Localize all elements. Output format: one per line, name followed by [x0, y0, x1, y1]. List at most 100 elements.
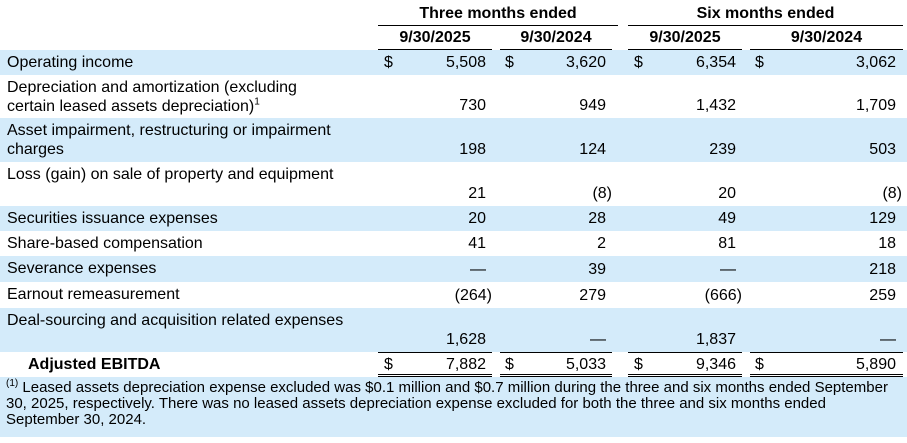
row-label: Adjusted EBITDA	[28, 355, 368, 374]
cell-value: 1,709	[855, 97, 896, 114]
footnote: (1) Leased assets depreciation expense e…	[0, 377, 907, 437]
cell-value: 129	[869, 210, 896, 227]
currency-sign: $	[755, 54, 764, 71]
cell-value: 239	[709, 141, 736, 158]
cell-value: 3,062	[855, 54, 896, 71]
footnote-marker: (1)	[6, 378, 19, 389]
group-header: Three months ended	[378, 3, 618, 26]
row-label-text: Severance expenses	[7, 260, 157, 277]
cell-value: 20	[468, 210, 486, 227]
cell-value: 218	[869, 261, 896, 278]
cell-value: 503	[869, 141, 896, 158]
double-rule	[500, 374, 612, 375]
cell-value: 198	[459, 141, 486, 158]
table-row: Severance expenses — 39 — 218	[0, 256, 907, 282]
table-row: Depreciation and amortization (excluding…	[0, 75, 907, 118]
cell-value: —	[720, 261, 736, 278]
table-row: Loss (gain) on sale of property and equi…	[0, 162, 907, 206]
currency-sign: $	[634, 54, 643, 71]
currency-sign: $	[505, 54, 514, 71]
cell-value: 2	[597, 235, 606, 252]
table-row: Deal-sourcing and acquisition related ex…	[0, 308, 907, 352]
cell-value: 49	[718, 210, 736, 227]
row-label-text: Share-based compensation	[7, 235, 203, 252]
currency-sign: $	[384, 54, 393, 71]
cell-value: (8)	[592, 185, 612, 202]
currency-sign: $	[755, 356, 764, 373]
total-rule	[750, 352, 903, 353]
row-label-text: Earnout remeasurement	[7, 286, 180, 303]
row-label: Operating income	[7, 53, 347, 72]
double-rule	[628, 374, 742, 375]
cell-value: 5,890	[855, 356, 896, 373]
double-rule	[750, 374, 903, 375]
cell-value: —	[470, 261, 486, 278]
row-label-text: Loss (gain) on sale of property and equi…	[7, 166, 334, 183]
cell-value: 279	[579, 287, 606, 304]
cell-value: 730	[459, 97, 486, 114]
cell-value: 20	[718, 185, 736, 202]
cell-value: 3,620	[565, 54, 606, 71]
row-label-text: Depreciation and amortization (excluding…	[7, 79, 297, 115]
row-label-text: Adjusted EBITDA	[28, 356, 161, 373]
cell-value: (666)	[704, 287, 742, 304]
currency-sign: $	[384, 356, 393, 373]
row-label-text: Operating income	[7, 54, 134, 71]
cell-value: 5,033	[565, 356, 606, 373]
cell-value: 259	[869, 287, 896, 304]
cell-value: (8)	[882, 185, 902, 202]
cell-value: 9,346	[695, 356, 736, 373]
cell-value: 81	[718, 235, 736, 252]
double-rule	[378, 374, 492, 375]
table-row: Share-based compensation 41 2 81 18	[0, 231, 907, 256]
cell-value: 1,837	[695, 331, 736, 348]
row-label: Asset impairment, restructuring or impai…	[7, 121, 347, 159]
date-header: 9/30/2025	[628, 27, 742, 50]
table-row: Operating income 5,508 $3,620 $6,354 $3,062 $	[0, 50, 907, 75]
footnote-text: Leased assets depreciation expense exclu…	[6, 379, 888, 428]
footnote-body: (1) Leased assets depreciation expense e…	[0, 377, 907, 428]
row-label: Severance expenses	[7, 259, 347, 278]
cell-value: 6,354	[695, 54, 736, 71]
table-row: Securities issuance expenses 20 28 49 129	[0, 206, 907, 231]
double-rule	[628, 376, 742, 377]
date-header: 9/30/2024	[750, 27, 903, 50]
row-label: Securities issuance expenses	[7, 209, 347, 228]
row-label-text: Securities issuance expenses	[7, 210, 218, 227]
footnote-ref: 1	[254, 96, 260, 108]
total-rule	[500, 352, 612, 353]
group-header: Six months ended	[628, 3, 903, 26]
row-label: Deal-sourcing and acquisition related ex…	[7, 311, 347, 330]
row-label: Loss (gain) on sale of property and equi…	[7, 165, 347, 184]
total-rule	[628, 352, 742, 353]
cell-value: 124	[579, 141, 606, 158]
table-row: Asset impairment, restructuring or impai…	[0, 118, 907, 162]
cell-value: 949	[579, 97, 606, 114]
date-header: 9/30/2025	[378, 27, 492, 50]
cell-value: 41	[468, 235, 486, 252]
table-row: Adjusted EBITDA 7,882 $5,033 $9,346 $5,890 $	[0, 352, 907, 377]
date-header: 9/30/2024	[500, 27, 612, 50]
cell-value: —	[590, 331, 606, 348]
table-row: Earnout remeasurement (264) 279 (666) 259	[0, 282, 907, 308]
currency-sign: $	[505, 356, 514, 373]
row-label-text: Asset impairment, restructuring or impai…	[7, 122, 331, 158]
cell-value: 28	[588, 210, 606, 227]
cell-value: 5,508	[445, 54, 486, 71]
currency-sign: $	[634, 356, 643, 373]
cell-value: 18	[878, 235, 896, 252]
row-label: Share-based compensation	[7, 234, 347, 253]
cell-value: (264)	[454, 287, 492, 304]
double-rule	[500, 376, 612, 377]
double-rule	[378, 376, 492, 377]
cell-value: 1,628	[445, 331, 486, 348]
total-rule	[378, 352, 492, 353]
double-rule	[750, 376, 903, 377]
cell-value: 7,882	[445, 356, 486, 373]
cell-value: —	[880, 331, 896, 348]
cell-value: 39	[588, 261, 606, 278]
row-label-text: Deal-sourcing and acquisition related ex…	[7, 312, 344, 329]
cell-value: 1,432	[695, 97, 736, 114]
cell-value: 21	[468, 185, 486, 202]
